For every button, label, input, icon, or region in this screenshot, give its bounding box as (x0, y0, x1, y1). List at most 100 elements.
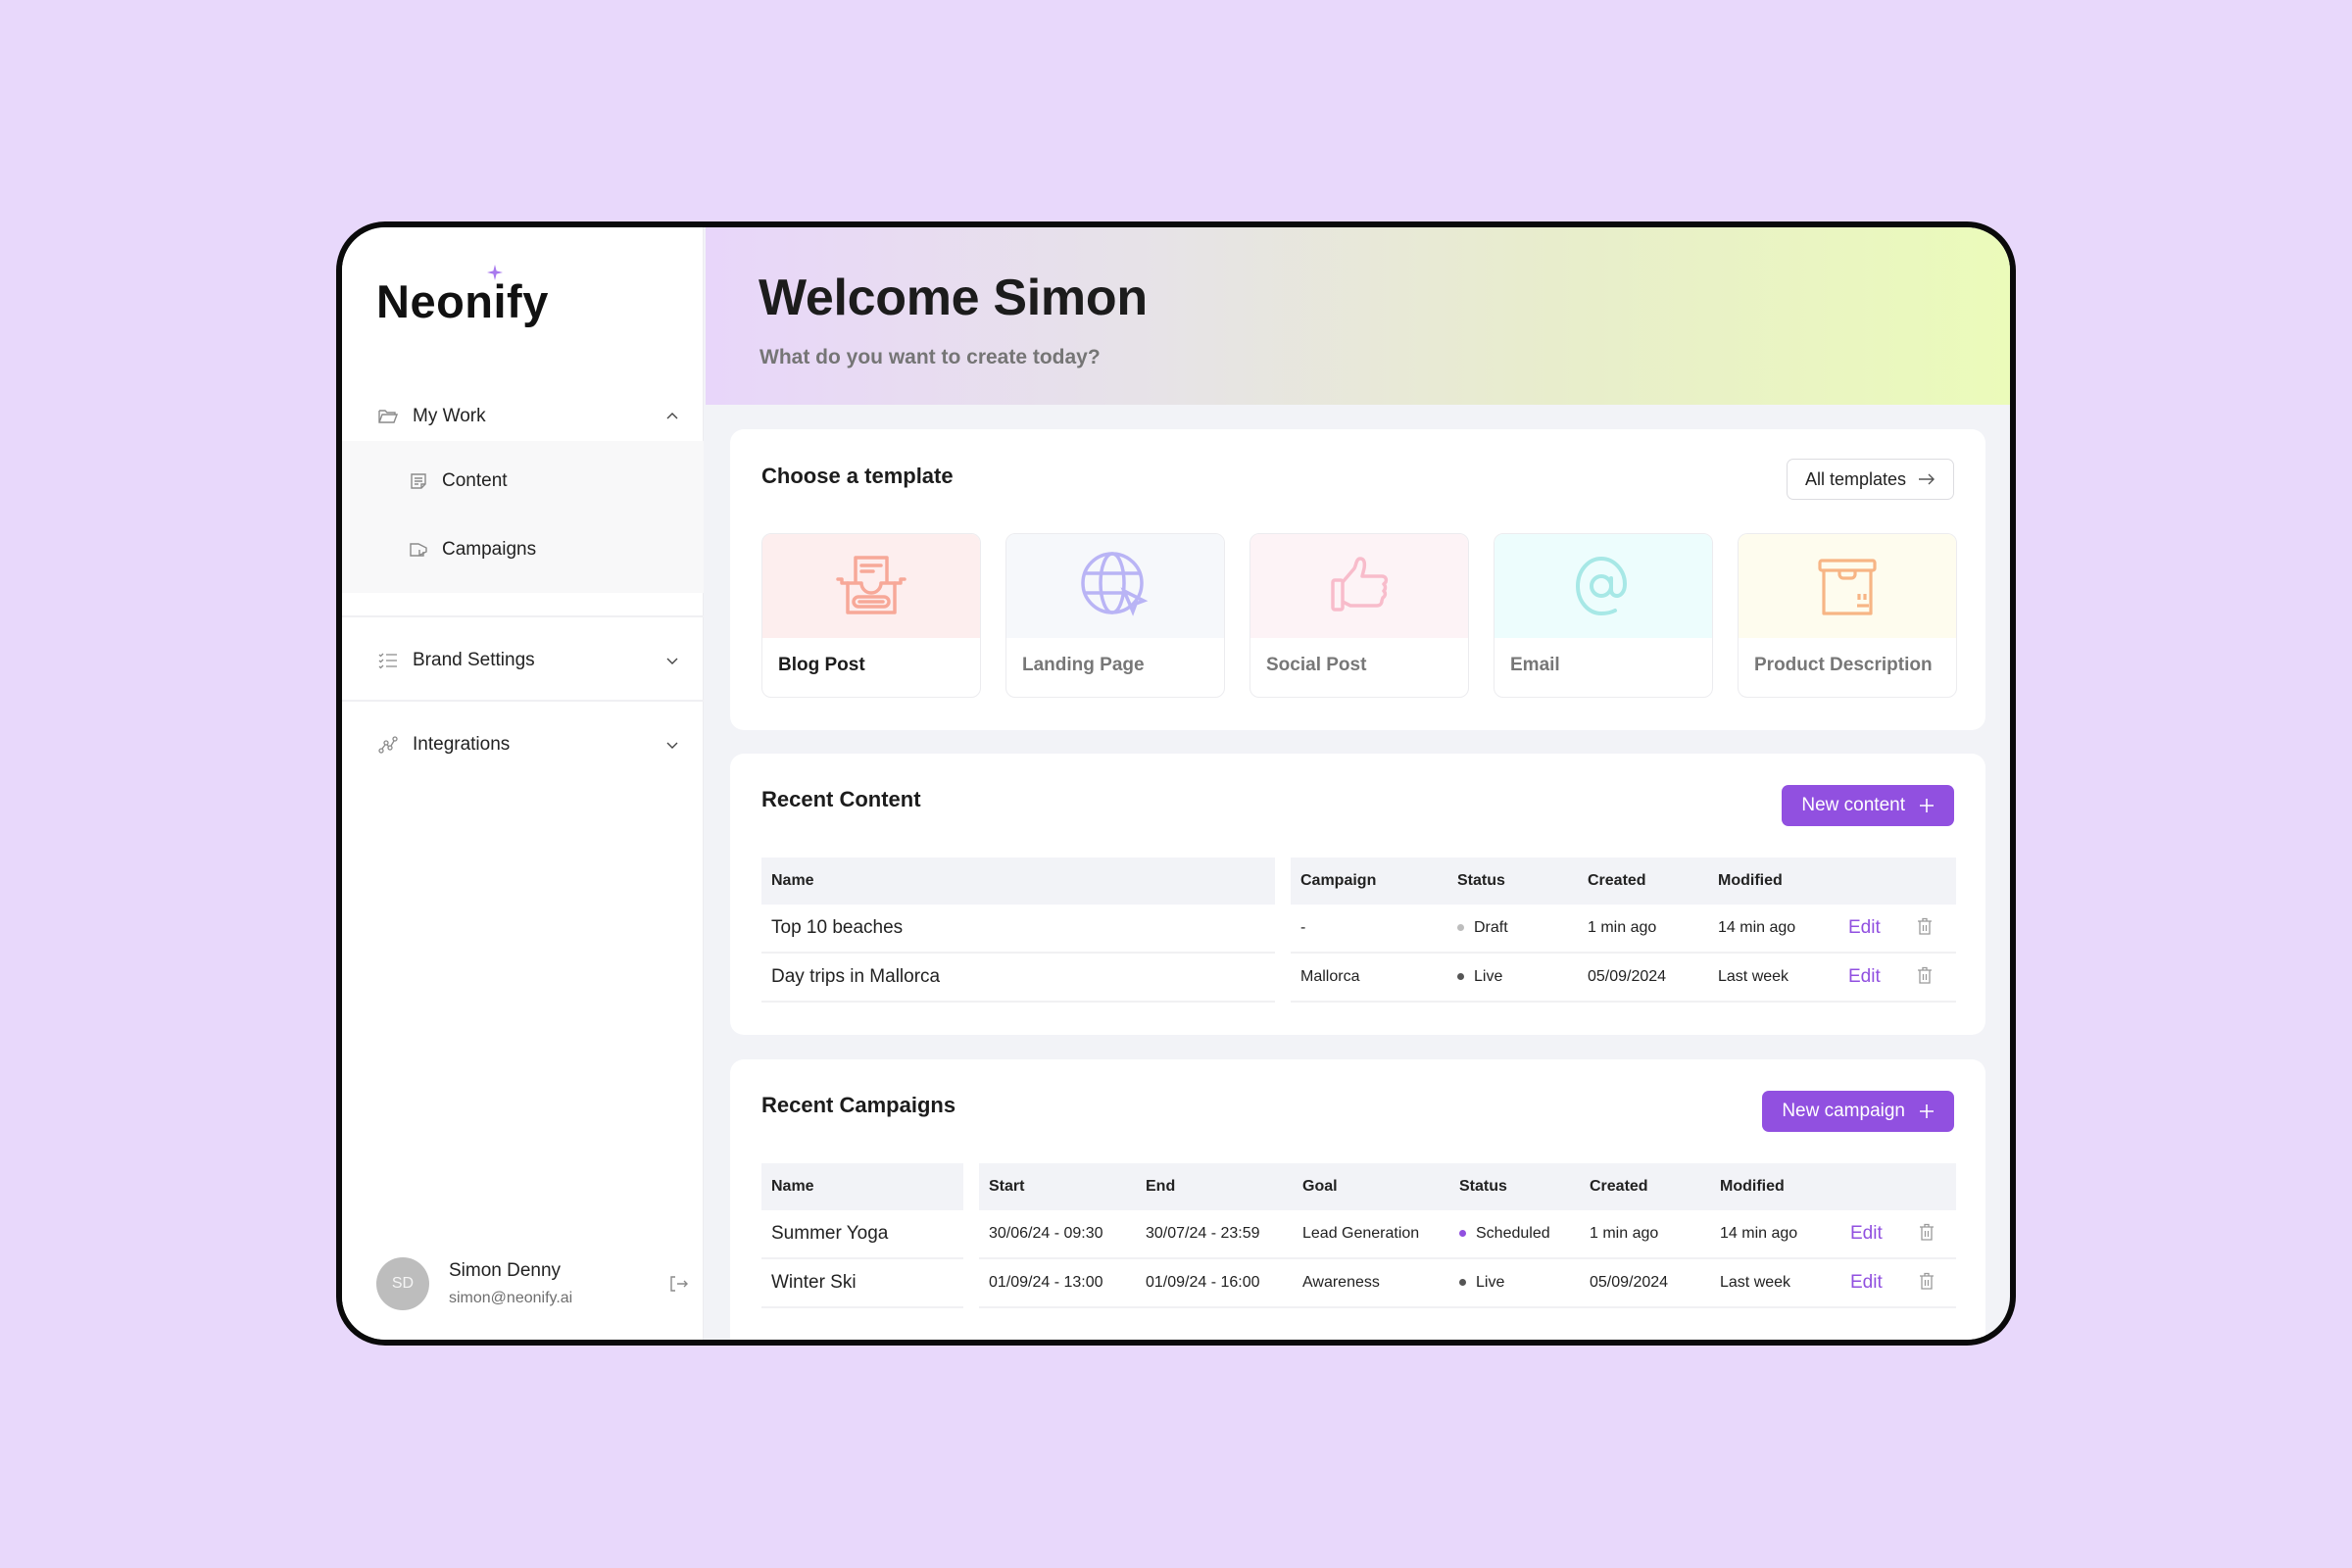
template-email[interactable]: Email (1494, 533, 1713, 698)
edit-link[interactable]: Edit (1848, 917, 1881, 938)
column-header[interactable]: Modified (1710, 1163, 1840, 1210)
template-label: Email (1510, 655, 1560, 675)
templates-card: Choose a template All templates Bl (730, 429, 1985, 730)
content-name[interactable]: Day trips in Mallorca (761, 954, 1275, 1003)
sidebar-item-my-work[interactable]: My Work (342, 392, 704, 441)
at-sign-icon (1575, 556, 1628, 616)
trash-icon[interactable] (1917, 966, 1933, 984)
thumbs-up-icon (1331, 557, 1389, 612)
column-header[interactable]: Name (761, 1163, 963, 1210)
column-header[interactable]: Goal (1293, 1163, 1449, 1210)
table-header: Name Campaign Status Created Modified (761, 858, 1956, 905)
trash-icon[interactable] (1919, 1223, 1935, 1241)
table-row[interactable]: Top 10 beaches - Draft 1 min ago 14 min … (761, 905, 1956, 954)
page-subtitle: What do you want to create today? (760, 346, 1101, 368)
template-label: Landing Page (1022, 655, 1145, 675)
my-work-submenu: Content Campaigns (342, 441, 704, 593)
template-social-post[interactable]: Social Post (1250, 533, 1469, 698)
trash-icon[interactable] (1919, 1272, 1935, 1290)
edit-link[interactable]: Edit (1850, 1272, 1883, 1293)
column-header[interactable]: Modified (1708, 858, 1838, 905)
template-art (762, 534, 980, 638)
template-landing-page[interactable]: Landing Page (1005, 533, 1225, 698)
user-email: simon@neonify.ai (449, 1290, 573, 1306)
content-campaign: - (1291, 905, 1447, 954)
recent-campaigns-table: Name Start End Goal Status Created Modif… (761, 1163, 1956, 1308)
modified-date: Last week (1710, 1259, 1840, 1308)
column-header[interactable]: End (1136, 1163, 1293, 1210)
avatar[interactable]: SD (376, 1257, 429, 1310)
template-art (1739, 534, 1956, 638)
box-icon (1818, 559, 1877, 615)
column-header[interactable]: Name (761, 858, 1275, 905)
trash-icon[interactable] (1917, 917, 1933, 935)
page-title: Welcome Simon (759, 270, 1148, 326)
folder-open-icon (377, 406, 399, 427)
template-product-description[interactable]: Product Description (1738, 533, 1957, 698)
new-campaign-button[interactable]: New campaign (1762, 1091, 1954, 1132)
column-header[interactable]: Created (1578, 858, 1708, 905)
button-label: New content (1801, 795, 1905, 815)
new-content-button[interactable]: New content (1782, 785, 1954, 826)
column-header[interactable]: Campaign (1291, 858, 1447, 905)
created-date: 05/09/2024 (1578, 954, 1708, 1003)
campaign-goal: Lead Generation (1293, 1210, 1449, 1259)
section-title: Recent Campaigns (761, 1093, 956, 1117)
status-badge: Draft (1447, 905, 1578, 954)
checklist-icon (377, 650, 399, 671)
modified-date: 14 min ago (1710, 1210, 1840, 1259)
divider (342, 700, 704, 702)
button-label: New campaign (1782, 1101, 1905, 1121)
chevron-down-icon[interactable] (664, 737, 680, 753)
all-templates-button[interactable]: All templates (1786, 459, 1954, 500)
sidebar-item-brand-settings[interactable]: Brand Settings (342, 621, 704, 700)
arrow-right-icon (1919, 473, 1935, 485)
chevron-down-icon[interactable] (664, 653, 680, 668)
welcome-banner: Welcome Simon What do you want to create… (706, 227, 2010, 405)
sidebar-item-campaigns[interactable]: Campaigns (342, 529, 704, 570)
recent-campaigns-card: Recent Campaigns New campaign Name Start… (730, 1059, 1985, 1340)
modified-date: 14 min ago (1708, 905, 1838, 954)
chevron-up-icon[interactable] (664, 409, 680, 424)
section-title: Recent Content (761, 787, 921, 811)
status-dot-icon (1457, 924, 1464, 932)
sidebar-item-content[interactable]: Content (342, 461, 704, 502)
template-blog-post[interactable]: Blog Post (761, 533, 981, 698)
content-name[interactable]: Top 10 beaches (761, 905, 1275, 954)
template-list: Blog Post Landing Page (761, 533, 1957, 698)
button-label: All templates (1804, 468, 1906, 489)
sidebar-item-label: Campaigns (442, 539, 537, 560)
column-header[interactable]: Start (979, 1163, 1136, 1210)
edit-link[interactable]: Edit (1850, 1223, 1883, 1244)
logo-text: Neonify (376, 275, 549, 327)
section-title: Choose a template (761, 464, 954, 488)
globe-cursor-icon (1081, 552, 1149, 616)
logout-icon[interactable] (668, 1273, 690, 1295)
status-dot-icon (1457, 973, 1464, 981)
created-date: 1 min ago (1578, 905, 1708, 954)
sidebar: Neonify My Work Content (342, 227, 704, 1340)
sidebar-item-label: Integrations (413, 734, 511, 755)
sidebar-item-integrations[interactable]: Integrations (342, 706, 704, 784)
table-row[interactable]: Summer Yoga 30/06/24 - 09:30 30/07/24 - … (761, 1210, 1956, 1259)
user-profile: SD Simon Denny simon@neonify.ai (376, 1257, 690, 1310)
campaign-name[interactable]: Summer Yoga (761, 1210, 963, 1259)
status-badge: Scheduled (1449, 1210, 1580, 1259)
table-row[interactable]: Winter Ski 01/09/24 - 13:00 01/09/24 - 1… (761, 1259, 1956, 1308)
created-date: 1 min ago (1580, 1210, 1710, 1259)
sidebar-item-label: Content (442, 470, 508, 491)
template-label: Product Description (1754, 655, 1933, 675)
column-header[interactable]: Status (1447, 858, 1578, 905)
user-info: Simon Denny simon@neonify.ai (449, 1260, 668, 1307)
column-header[interactable]: Status (1449, 1163, 1580, 1210)
created-date: 05/09/2024 (1580, 1259, 1710, 1308)
template-art (1006, 534, 1224, 638)
edit-link[interactable]: Edit (1848, 966, 1881, 987)
column-header[interactable]: Created (1580, 1163, 1710, 1210)
status-dot-icon (1459, 1279, 1466, 1287)
campaign-end: 30/07/24 - 23:59 (1136, 1210, 1293, 1259)
status-badge: Live (1449, 1259, 1580, 1308)
campaign-name[interactable]: Winter Ski (761, 1259, 963, 1308)
table-row[interactable]: Day trips in Mallorca Mallorca Live 05/0… (761, 954, 1956, 1003)
main-content: Welcome Simon What do you want to create… (706, 227, 2010, 1340)
